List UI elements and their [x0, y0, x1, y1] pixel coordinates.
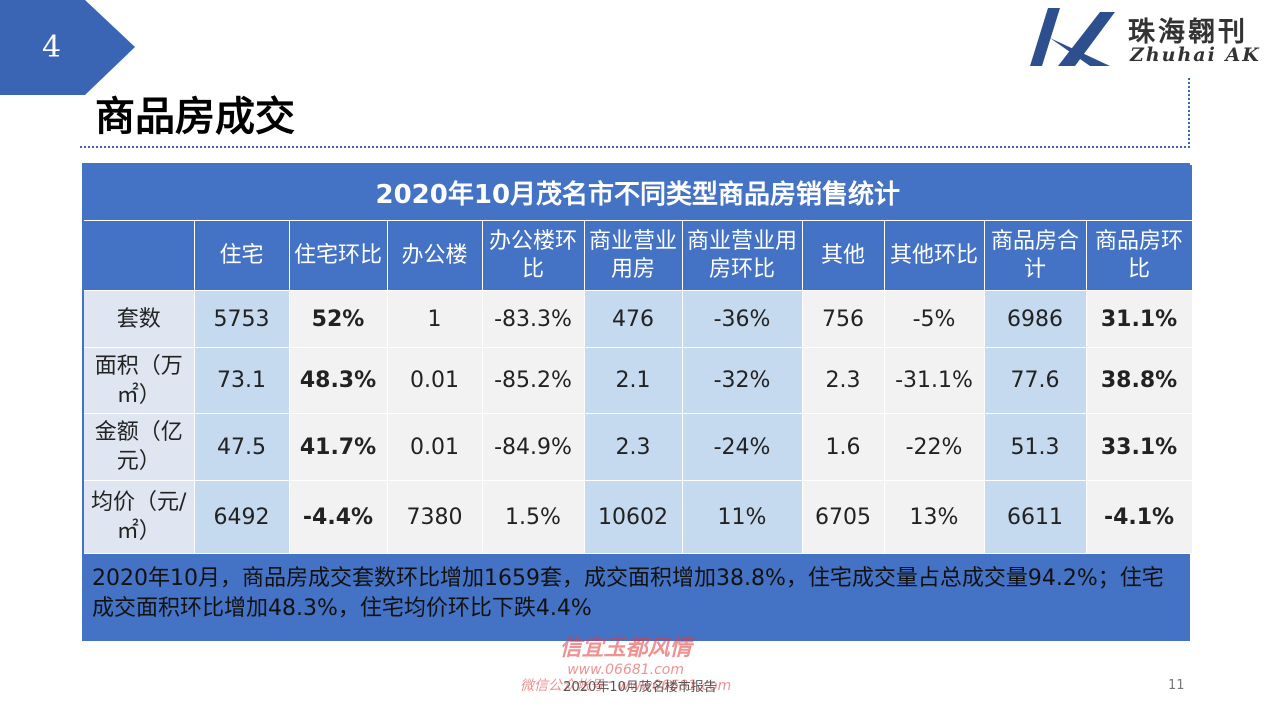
column-header: 住宅 — [194, 220, 290, 291]
cell: 6705 — [802, 480, 885, 554]
cell: 13% — [884, 480, 985, 554]
cell: 48.3% — [289, 347, 388, 414]
column-header: 商业营业用房环比 — [682, 220, 803, 291]
logo-subtext: Zhuhai AK — [1130, 44, 1261, 66]
cell: -36% — [682, 290, 803, 348]
column-header: 商业营业用房 — [584, 220, 683, 291]
cell: -85.2% — [482, 347, 585, 414]
cell: 756 — [802, 290, 885, 348]
column-header: 其他环比 — [884, 220, 985, 291]
cell: 38.8% — [1086, 347, 1193, 414]
data-row: 套数 5753 52% 1 -83.3% 476 -36% 756 -5% 6986 31.1% — [84, 290, 1193, 348]
cell: -24% — [682, 413, 803, 481]
row-label: 面积（万㎡） — [84, 347, 195, 414]
cell: 52% — [289, 290, 388, 348]
table-box: 2020年10月茂名市不同类型商品房销售统计 住宅 住宅环比 办公楼 办公楼环比 商业营业… — [82, 163, 1193, 641]
watermark-site: 信宜玉都风情 — [559, 636, 692, 661]
cell: 1.6 — [802, 413, 885, 481]
column-header: 商品房环比 — [1086, 220, 1193, 291]
cell: 33.1% — [1086, 413, 1193, 481]
cell: 2.1 — [584, 347, 683, 414]
data-row: 均价（元/㎡） 6492 -4.4% 7380 1.5% 10602 11% 6705 13% 6… — [84, 480, 1193, 554]
cell: -4.1% — [1086, 480, 1193, 554]
logo-mark — [1030, 8, 1115, 66]
cell: 31.1% — [1086, 290, 1193, 348]
watermark: 信宜玉都风情 www.06681.com 微信公众帐号：www06681.com — [520, 636, 731, 694]
cell: 7380 — [387, 480, 483, 554]
table-note: 2020年10月，商品房成交套数环比增加1659套，成交面积增加38.8%，住宅… — [92, 566, 1164, 621]
table-title: 2020年10月茂名市不同类型商品房销售统计 — [84, 165, 1193, 221]
cell: 476 — [584, 290, 683, 348]
data-row: 面积（万㎡） 73.1 48.3% 0.01 -85.2% 2.1 -32% 2.3 -31.1… — [84, 347, 1193, 414]
column-header: 办公楼环比 — [482, 220, 585, 291]
page-number: 11 — [1168, 678, 1185, 693]
cell: -32% — [682, 347, 803, 414]
cell: 51.3 — [984, 413, 1087, 481]
slide-title: 商品房成交 — [95, 94, 295, 140]
cell: 41.7% — [289, 413, 388, 481]
cell: -84.9% — [482, 413, 585, 481]
cell: -83.3% — [482, 290, 585, 348]
column-header: 办公楼 — [387, 220, 483, 291]
cell: 1 — [387, 290, 483, 348]
table: 2020年10月茂名市不同类型商品房销售统计 住宅 住宅环比 办公楼 办公楼环比 商业营业… — [84, 165, 1193, 554]
cell: 2.3 — [802, 347, 885, 414]
column-header — [84, 220, 195, 291]
row-label: 套数 — [84, 290, 195, 348]
title-row: 2020年10月茂名市不同类型商品房销售统计 — [84, 165, 1193, 221]
header-row: 住宅 住宅环比 办公楼 办公楼环比 商业营业用房 商业营业用房环比 其他 其他环比 商品房合计商… — [84, 220, 1193, 291]
title-frame — [80, 78, 1190, 148]
watermark-url: www.06681.com — [567, 662, 685, 678]
cell: 0.01 — [387, 413, 483, 481]
cell: 6986 — [984, 290, 1087, 348]
column-header: 商品房合计 — [984, 220, 1087, 291]
row-label: 均价（元/㎡） — [84, 480, 195, 554]
cell: 10602 — [584, 480, 683, 554]
watermark-wechat: 微信公众帐号：www06681.com — [520, 678, 732, 694]
cell: 77.6 — [984, 347, 1087, 414]
cell: 2.3 — [584, 413, 683, 481]
cell: -5% — [884, 290, 985, 348]
cell: 73.1 — [194, 347, 290, 414]
cell: 47.5 — [194, 413, 290, 481]
cell: 0.01 — [387, 347, 483, 414]
cell: -22% — [884, 413, 985, 481]
column-header: 住宅环比 — [289, 220, 388, 291]
cell: 6492 — [194, 480, 290, 554]
cell: 11% — [682, 480, 803, 554]
column-header: 其他 — [802, 220, 885, 291]
cell: 6611 — [984, 480, 1087, 554]
data-row: 金额（亿元） 47.5 41.7% 0.01 -84.9% 2.3 -24% 1.6 -22% 5… — [84, 413, 1193, 481]
cell: -4.4% — [289, 480, 388, 554]
logo-text: 珠海翱刊 — [1128, 17, 1248, 48]
cell: 1.5% — [482, 480, 585, 554]
cell: -31.1% — [884, 347, 985, 414]
footer-report: 2020年10月茂名楼市报告 — [563, 680, 717, 695]
row-label: 金额（亿元） — [84, 413, 195, 481]
cell: 5753 — [194, 290, 290, 348]
